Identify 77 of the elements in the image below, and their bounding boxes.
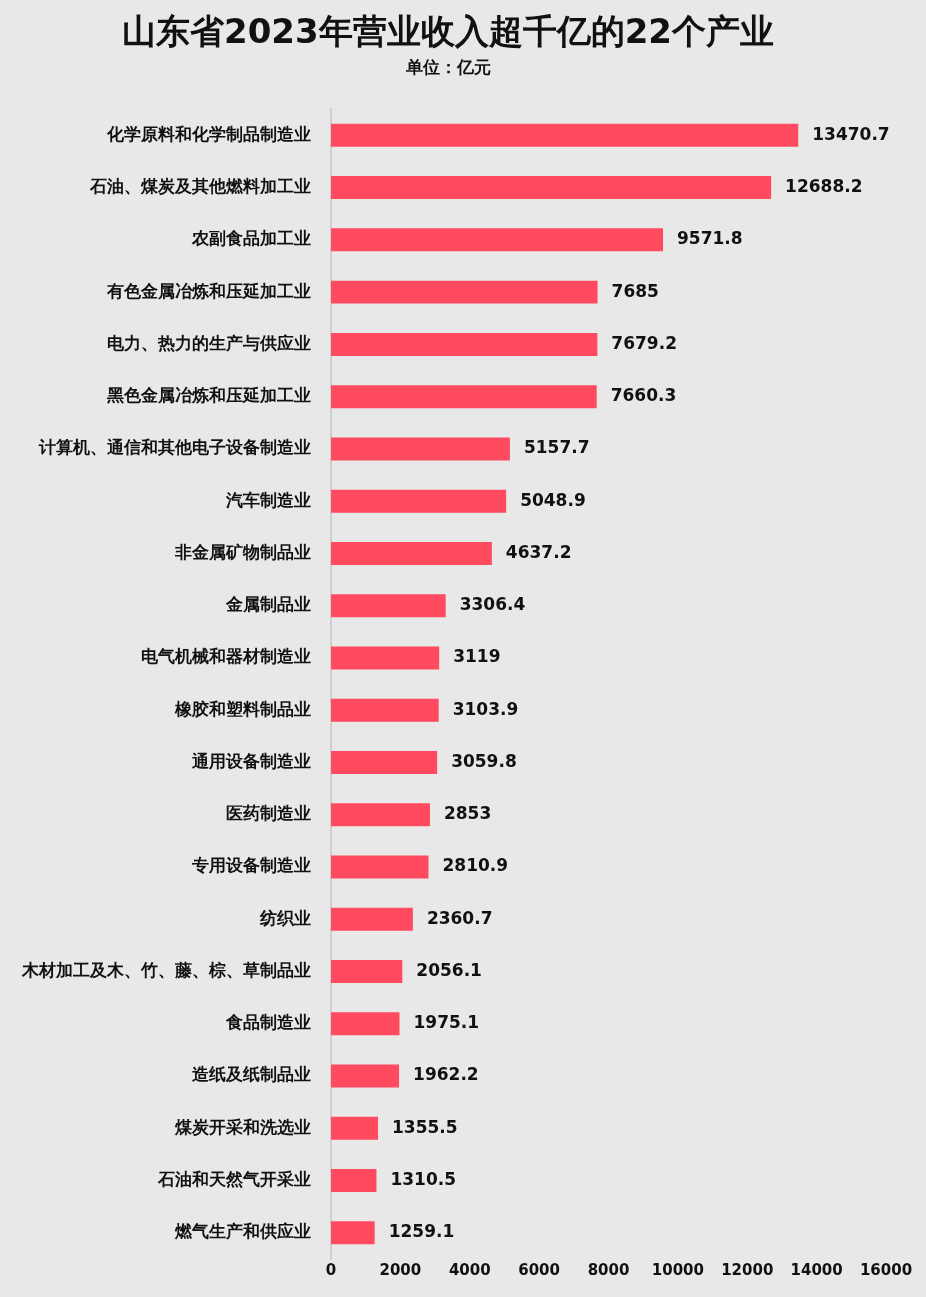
bar — [331, 646, 440, 670]
bar — [331, 1116, 379, 1140]
data-label: 7660.3 — [610, 385, 677, 406]
data-label: 1962.2 — [413, 1064, 479, 1085]
data-label: 3306.4 — [459, 594, 526, 615]
bar — [331, 751, 438, 774]
x-tick-label: 0 — [325, 1260, 337, 1279]
bar — [331, 332, 598, 356]
data-label: 1259.1 — [388, 1221, 455, 1242]
y-tick-label: 造纸及纸制品业 — [192, 1064, 311, 1085]
y-tick-label: 汽车制造业 — [225, 489, 311, 510]
bar — [331, 855, 429, 879]
bar — [331, 698, 439, 722]
y-tick-label: 计算机、通信和其他电子设备制造业 — [38, 437, 311, 458]
data-label: 12688.2 — [785, 176, 863, 197]
y-tick-label: 橡胶和塑料制品业 — [174, 698, 311, 719]
y-tick-label: 石油、煤炭及其他燃料加工业 — [89, 176, 311, 197]
data-label: 3103.9 — [452, 698, 519, 719]
bar — [331, 176, 772, 200]
bar — [331, 1221, 375, 1245]
x-tick-label: 6000 — [518, 1260, 560, 1279]
y-tick-label: 食品制造业 — [225, 1012, 311, 1033]
x-tick-label: 2000 — [379, 1260, 422, 1279]
y-tick-label: 煤炭开采和洗选业 — [174, 1116, 311, 1137]
x-tick-label: 8000 — [587, 1260, 630, 1279]
y-tick-label: 通用设备制造业 — [191, 750, 311, 771]
bar — [331, 1012, 400, 1036]
data-label: 1355.5 — [392, 1116, 458, 1137]
data-label: 3059.8 — [451, 750, 517, 771]
y-tick-label: 燃气生产和供应业 — [174, 1221, 311, 1242]
data-label: 9571.8 — [677, 228, 743, 249]
y-tick-label: 黑色金属冶炼和压延加工业 — [106, 385, 311, 406]
x-tick-label: 10000 — [651, 1260, 704, 1279]
bar — [331, 280, 598, 304]
bar — [331, 437, 510, 461]
data-label: 1975.1 — [413, 1012, 480, 1033]
bar — [331, 385, 597, 409]
y-tick-label: 专用设备制造业 — [191, 855, 311, 876]
bar — [331, 960, 403, 984]
x-tick-label: 14000 — [790, 1260, 843, 1279]
data-label: 4637.2 — [505, 541, 572, 562]
data-label: 13470.7 — [812, 123, 890, 144]
bar — [331, 803, 430, 827]
y-tick-label: 非金属矿物制品业 — [174, 541, 311, 562]
x-tick-label: 16000 — [859, 1260, 913, 1279]
bar — [331, 594, 446, 618]
data-label: 5048.9 — [520, 489, 586, 510]
bar — [331, 1169, 377, 1193]
data-label: 2360.7 — [426, 907, 493, 928]
y-tick-label: 化学原料和化学制品制造业 — [106, 123, 311, 144]
y-tick-label: 医药制造业 — [226, 803, 311, 824]
x-tick-label: 12000 — [721, 1260, 774, 1279]
y-tick-label: 金属制品业 — [225, 594, 311, 615]
x-tick-label: 4000 — [448, 1260, 491, 1279]
y-tick-label: 石油和天然气开采业 — [157, 1169, 311, 1190]
data-label: 3119 — [453, 646, 501, 667]
bar — [331, 907, 413, 931]
data-label: 7679.2 — [611, 332, 677, 353]
bar — [331, 489, 507, 513]
bar — [331, 228, 664, 252]
data-label: 7685 — [611, 280, 659, 301]
y-tick-label: 电力、热力的生产与供应业 — [107, 332, 311, 353]
bar — [331, 541, 492, 565]
y-tick-label: 木材加工及木、竹、藤、棕、草制品业 — [21, 959, 311, 980]
y-tick-label: 纺织业 — [259, 907, 311, 928]
chart-title: 山东省2023年营业收入超千亿的22个产业 — [122, 11, 774, 52]
y-tick-label: 电气机械和器材制造业 — [141, 646, 311, 667]
data-label: 2853 — [443, 803, 492, 824]
data-label: 2056.1 — [416, 959, 482, 980]
bar — [331, 1064, 400, 1088]
data-label: 2810.9 — [442, 855, 509, 876]
y-tick-label: 农副食品加工业 — [191, 228, 311, 249]
chart-subtitle: 单位：亿元 — [404, 57, 491, 78]
data-label: 5157.7 — [523, 437, 590, 458]
y-tick-label: 有色金属冶炼和压延加工业 — [106, 280, 311, 301]
bar — [331, 123, 799, 147]
data-label: 1310.5 — [390, 1169, 457, 1190]
